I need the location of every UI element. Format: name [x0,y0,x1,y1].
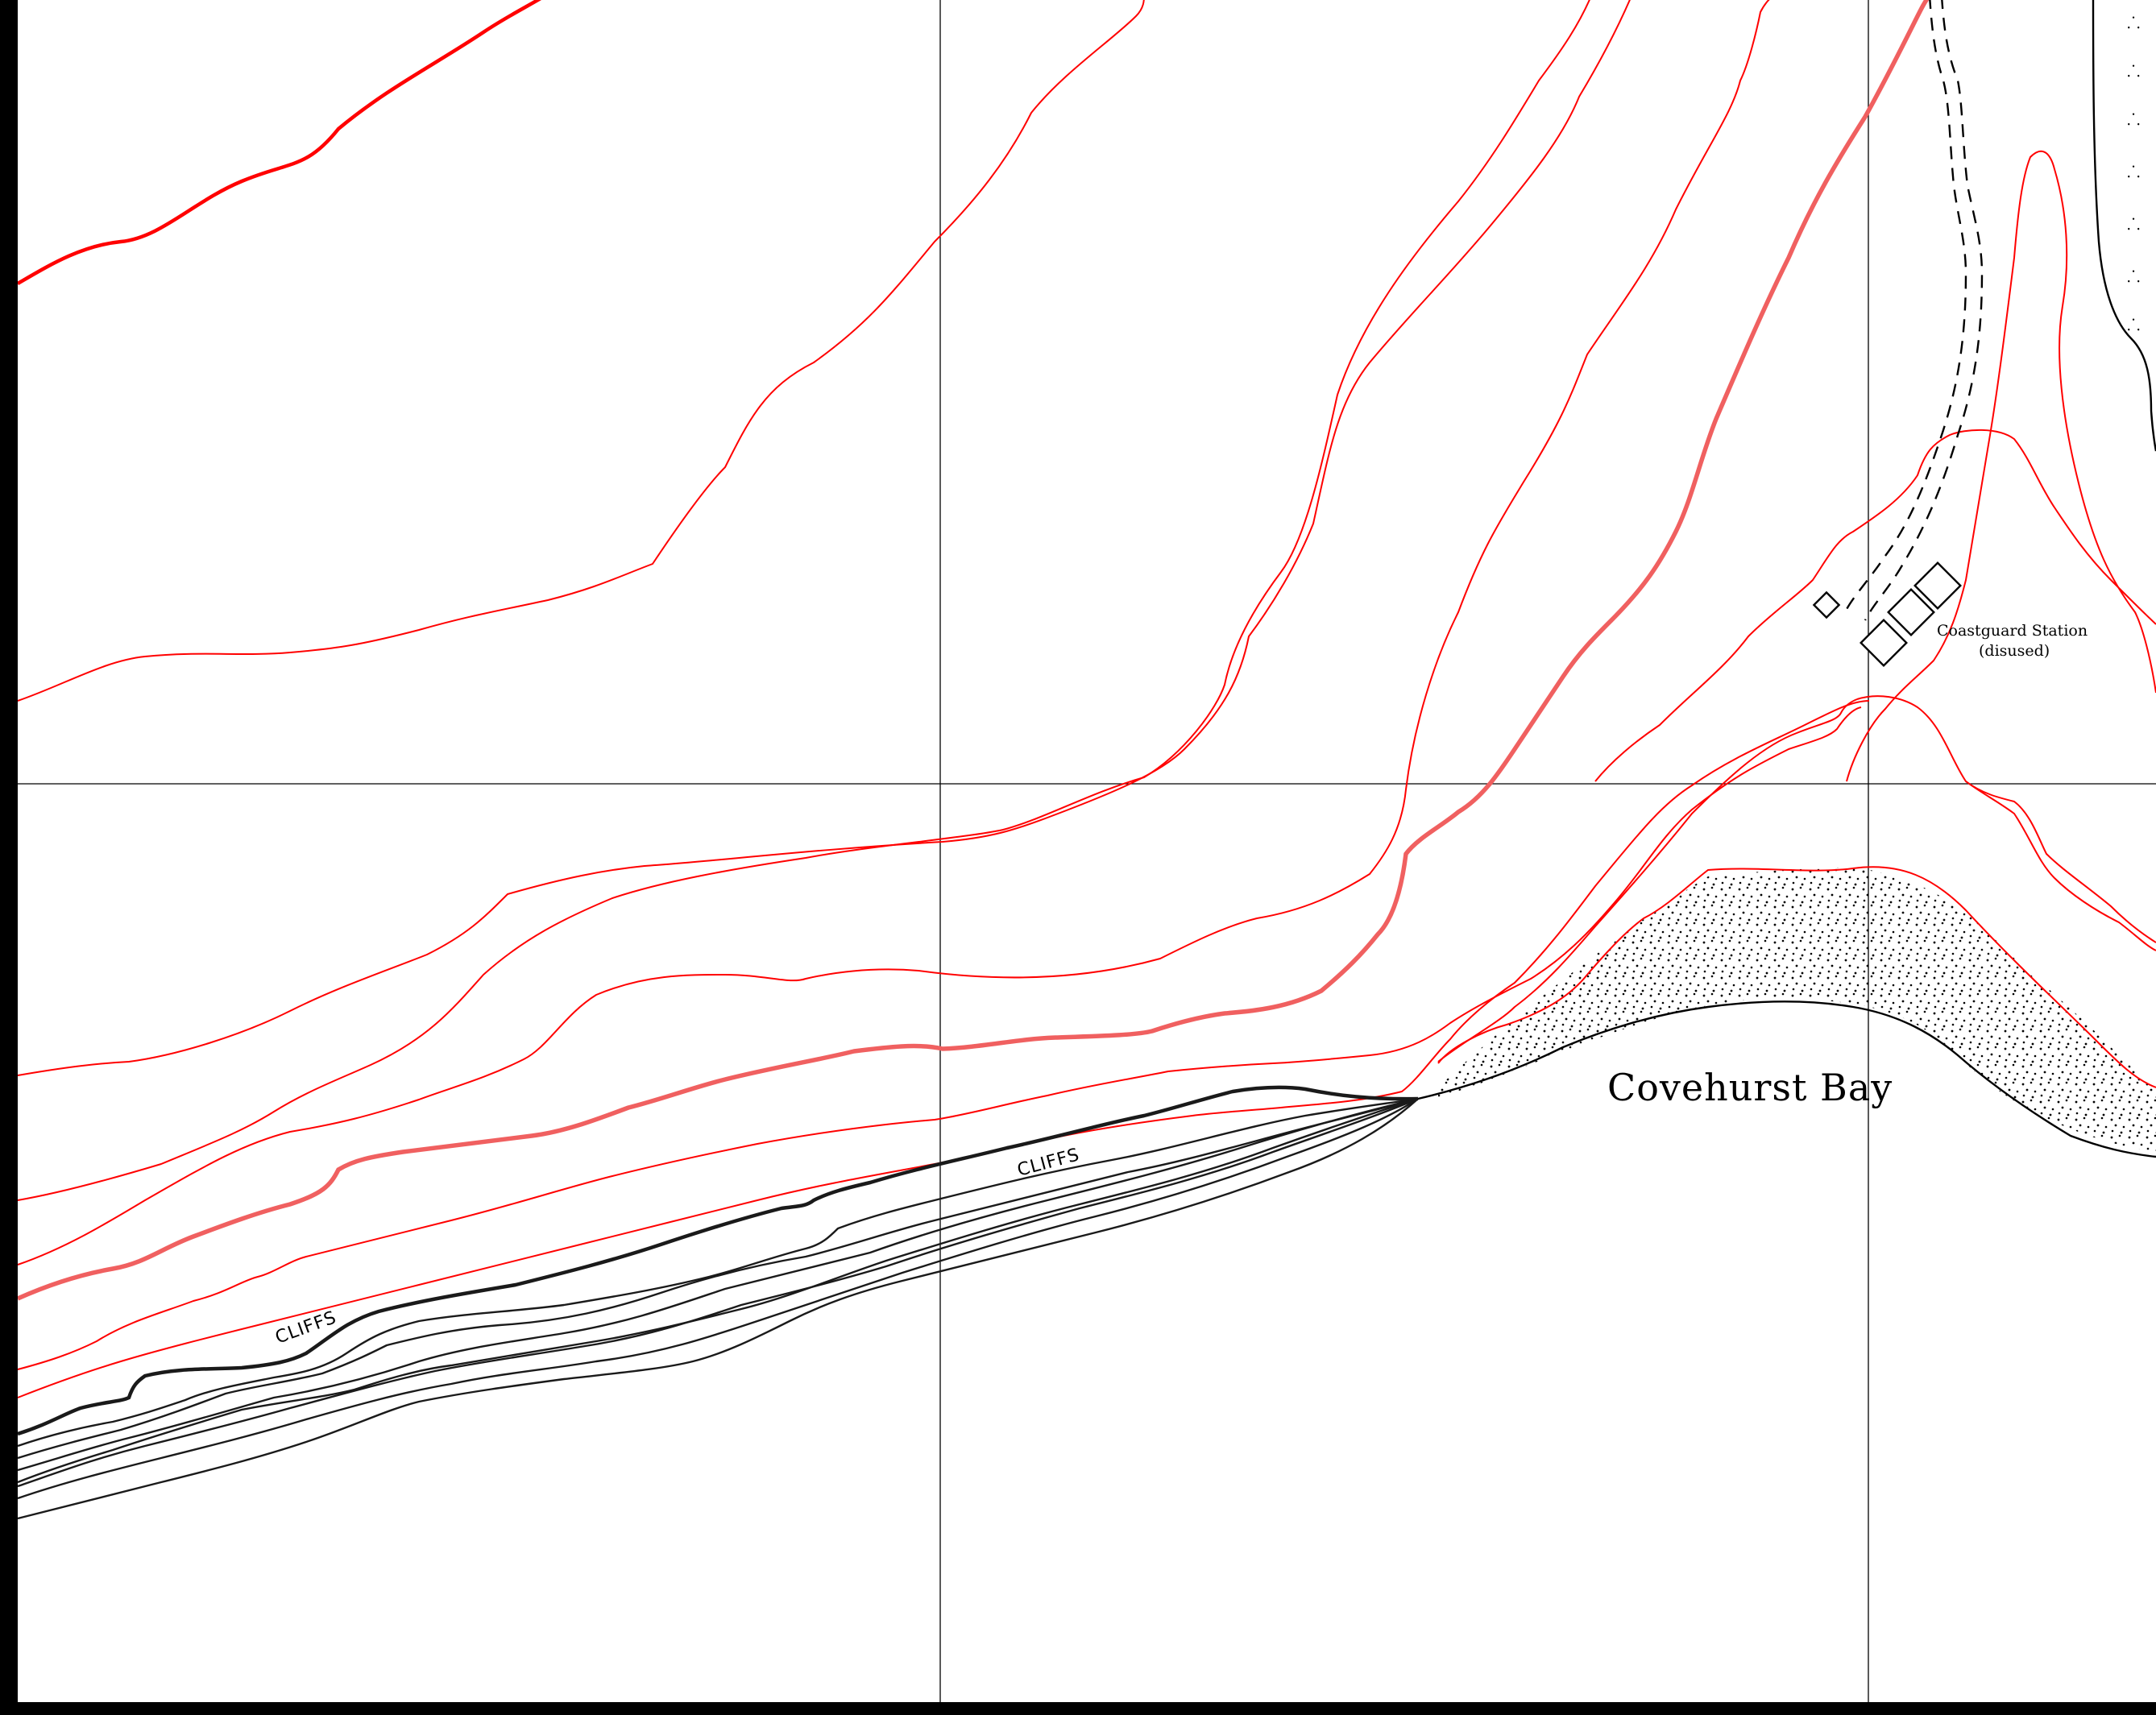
cliff-line-2 [17,1097,1419,1460]
cliff-lines [17,1085,1419,1520]
building-large-3 [1913,561,1962,610]
building-large-2 [1887,588,1935,636]
marsh-tuft-icon: ⸫ [2127,61,2140,81]
contour-lines [16,0,2156,1398]
station-label-line1: Coastguard Station [1937,622,2088,640]
contour-7 [1437,866,2156,1088]
vegetation-boundary [2092,0,2156,452]
cliff-line-7 [17,1097,1419,1484]
track-edge-right [1864,0,1984,621]
building-large-1 [1860,619,1908,667]
shoreline-bay [1417,1000,2156,1158]
marsh-tuft-icon: ⸫ [2127,214,2140,234]
cliff-line-6 [17,1098,1419,1520]
marsh-tuft-icon: ⸫ [2127,13,2140,32]
track-dashed [1843,0,1984,621]
map-frame-bottom [0,1702,2156,1715]
contour-11 [1846,150,2156,782]
contour-4 [17,0,1590,1201]
marsh-tuft-icon: ⸫ [2127,267,2140,286]
coastguard-station-buildings [1812,561,1962,667]
cliff-line-1 [17,1097,1419,1448]
cliffs-label-right: CLIFFS [1015,1145,1082,1181]
vegetation-symbols: ⸫ ⸫ ⸫ ⸫ ⸫ ⸫ ⸫ [2127,13,2140,334]
marsh-tuft-icon: ⸫ [2127,162,2140,181]
contour-5 [17,706,1862,1370]
map-frame-left [0,0,18,1715]
cliff-line-3 [17,1097,1419,1472]
building-small [1812,590,1841,619]
marsh-tuft-icon: ⸫ [2127,110,2140,129]
cliff-line-5 [17,1097,1419,1500]
contour-2 [17,0,1631,1076]
marsh-tuft-icon: ⸫ [2127,315,2140,334]
bay-label: Covehurst Bay [1607,1066,1893,1109]
track-edge-left [1843,0,1967,613]
cliff-top-edge [17,1085,1419,1436]
contour-6 [17,700,1870,1398]
contour-index-central [16,0,1930,1301]
station-label-line2: (disused) [1979,642,2050,660]
contour-9 [1856,695,2156,943]
contour-10 [1594,429,2156,782]
beach-sand-area [1438,868,2156,1152]
contour-1 [17,0,1145,702]
contour-index-north [16,0,542,285]
contour-3 [17,0,1770,1266]
contour-8 [1437,698,1858,1063]
contour-12 [1965,781,2156,951]
